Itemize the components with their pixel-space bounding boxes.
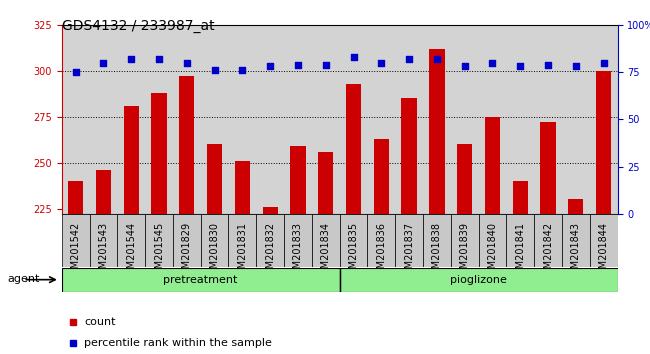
Text: pretreatment: pretreatment [164,275,238,285]
Text: GSM201545: GSM201545 [154,222,164,281]
Point [376,60,387,65]
Bar [145,214,173,267]
Text: GSM201830: GSM201830 [209,222,220,281]
Point [488,60,498,65]
Bar [117,214,145,267]
Bar [235,161,250,214]
Point [320,62,331,67]
Bar [291,146,306,214]
Point [404,56,414,62]
Bar [540,122,556,214]
Point [265,64,276,69]
Bar [590,214,618,267]
Bar [256,214,284,267]
Bar [62,214,90,267]
Text: GSM201838: GSM201838 [432,222,442,281]
Point [70,69,81,75]
Bar [201,214,229,267]
Bar [68,181,83,214]
Text: GSM201833: GSM201833 [293,222,303,281]
Bar [173,214,201,267]
Bar [395,214,423,267]
Bar [179,76,194,214]
Bar [263,207,278,214]
Text: GSM201843: GSM201843 [571,222,581,281]
Text: GDS4132 / 233987_at: GDS4132 / 233987_at [62,19,214,34]
Text: GSM201829: GSM201829 [182,222,192,281]
Bar [451,214,478,267]
Text: GSM201842: GSM201842 [543,222,553,281]
Point [571,64,581,69]
Point [432,56,442,62]
Bar [562,214,590,267]
Bar [284,214,312,267]
Bar [423,214,451,267]
Point [460,64,470,69]
Text: GSM201834: GSM201834 [320,222,331,281]
Text: GSM201832: GSM201832 [265,222,275,281]
Point [237,67,248,73]
Bar [339,214,367,267]
Bar [374,139,389,214]
Text: count: count [84,317,116,327]
Point [348,54,359,60]
Bar [429,49,445,214]
Text: percentile rank within the sample: percentile rank within the sample [84,338,272,348]
Point [515,64,525,69]
Point [543,62,553,67]
Text: GSM201831: GSM201831 [237,222,248,281]
Bar [457,144,473,214]
Text: GSM201543: GSM201543 [98,222,109,281]
Bar [402,98,417,214]
Text: GSM201841: GSM201841 [515,222,525,281]
Bar [62,268,339,292]
Bar [96,170,111,214]
Text: GSM201542: GSM201542 [71,222,81,281]
Bar [367,214,395,267]
Bar [534,214,562,267]
Bar [568,199,584,214]
Text: agent: agent [8,274,40,284]
Bar [151,93,166,214]
Point [154,56,164,62]
Bar [346,84,361,214]
Bar [485,117,500,214]
Text: GSM201544: GSM201544 [126,222,136,281]
Point [181,60,192,65]
Text: GSM201844: GSM201844 [599,222,608,281]
Bar [124,106,139,214]
Bar [596,71,611,214]
Text: GSM201835: GSM201835 [348,222,359,281]
Bar [207,144,222,214]
Bar [478,214,506,267]
Bar [318,152,333,214]
Bar [513,181,528,214]
Text: GSM201839: GSM201839 [460,222,470,281]
Bar [90,214,117,267]
Point [209,67,220,73]
Point [126,56,136,62]
Point [98,60,109,65]
Text: GSM201837: GSM201837 [404,222,414,281]
Text: GSM201836: GSM201836 [376,222,386,281]
Bar [339,268,618,292]
Point [292,62,303,67]
Bar [312,214,340,267]
Text: GSM201840: GSM201840 [488,222,497,281]
Bar [506,214,534,267]
Bar [229,214,256,267]
Text: pioglizone: pioglizone [450,275,507,285]
Point [599,60,609,65]
